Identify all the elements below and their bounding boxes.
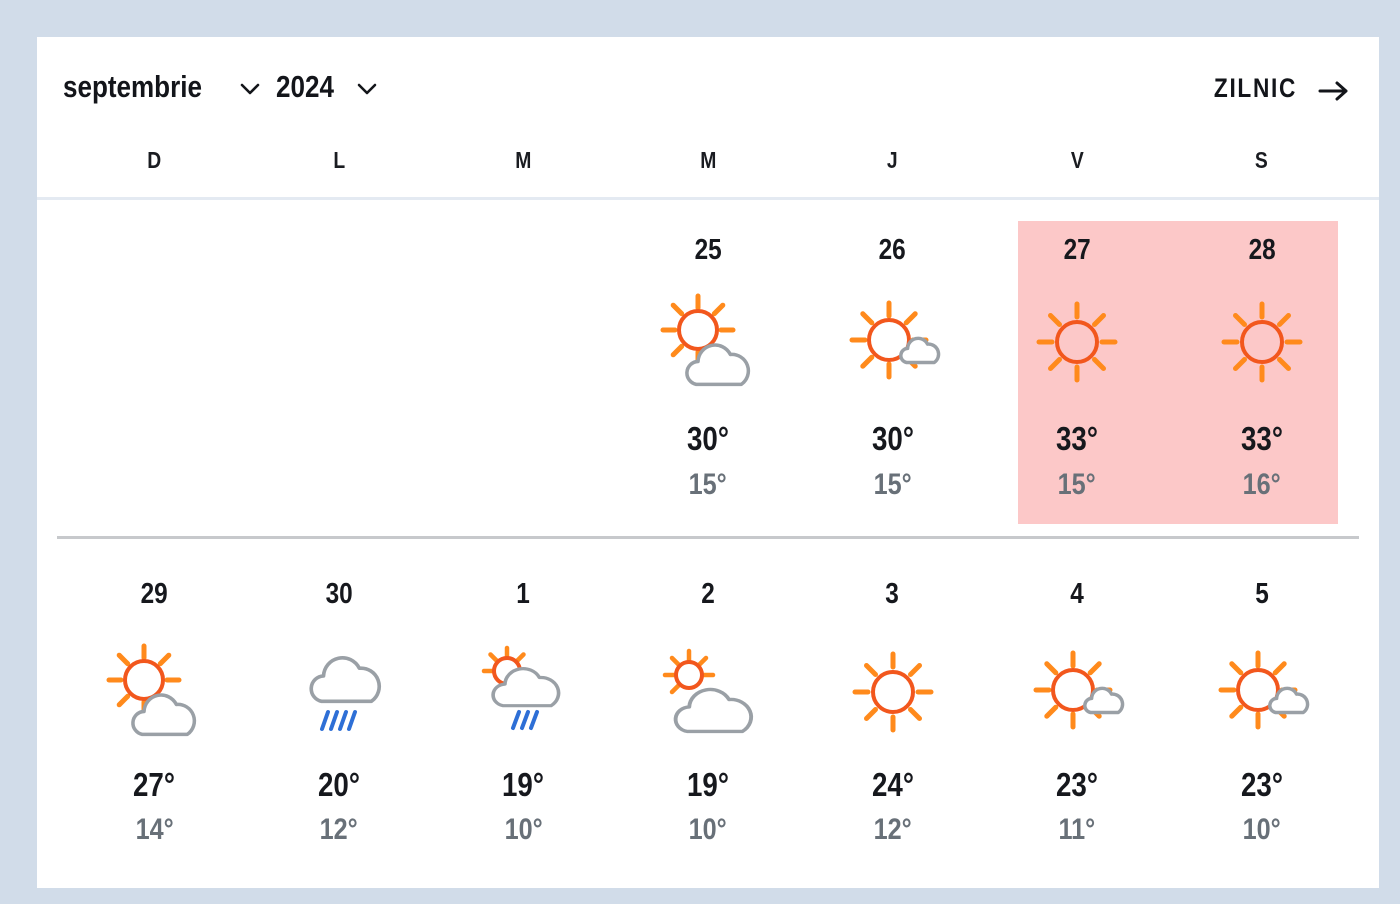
day-number: 28	[1248, 234, 1276, 266]
highlighted-days-range	[1018, 221, 1338, 524]
high-temp: 33°	[1056, 420, 1099, 457]
weekday-header-saturday: S	[1255, 147, 1269, 173]
chevron-down-icon	[238, 82, 262, 97]
day-number: 27	[1063, 234, 1091, 266]
day-cell-28[interactable]: 28 33° 16°	[1169, 200, 1354, 538]
weekday-header-thursday: J	[887, 147, 898, 173]
sunny-icon	[1212, 292, 1312, 392]
chevron-down-icon	[355, 82, 379, 97]
year-select-label: 2024	[276, 69, 335, 104]
sunny-icon	[843, 642, 943, 742]
month-select[interactable]: septembrie	[63, 69, 262, 105]
day-number: 25	[694, 234, 722, 266]
high-temp: 23°	[1240, 766, 1283, 803]
year-select[interactable]: 2024	[276, 69, 379, 105]
sun-small-cloud-icon	[1027, 642, 1127, 742]
week-row-1: 25 30° 15° 26 30° 15° 27	[62, 200, 1354, 538]
low-temp: 10°	[688, 813, 728, 846]
sun-small-cloud-icon	[843, 292, 943, 392]
low-temp: 12°	[319, 813, 358, 846]
weekday-header-wednesday: M	[699, 147, 717, 173]
day-cell-30[interactable]: 30 20° 12°	[247, 538, 432, 888]
day-cell-3[interactable]: 3 24° 12°	[800, 538, 985, 888]
sun-behind-cloud-icon	[658, 292, 758, 392]
sun-behind-large-cloud-icon	[658, 642, 758, 742]
day-number: 5	[1254, 578, 1269, 610]
day-cell-2[interactable]: 2 19° 10°	[616, 538, 801, 888]
low-temp: 11°	[1058, 813, 1096, 846]
low-temp: 10°	[504, 813, 543, 846]
week-row-2: 29 27° 14° 30 20° 12° 1	[62, 538, 1354, 888]
weekday-header-friday: V	[1070, 147, 1084, 173]
low-temp: 10°	[1242, 813, 1281, 846]
arrow-right-icon	[1317, 79, 1351, 103]
weekday-header-tuesday: M	[515, 147, 532, 173]
day-cell-5[interactable]: 5 23° 10°	[1169, 538, 1354, 888]
high-temp: 23°	[1056, 766, 1099, 803]
sun-behind-cloud-icon	[104, 642, 204, 742]
day-number: 3	[885, 578, 900, 610]
week-divider	[57, 536, 1359, 539]
month-select-label: septembrie	[63, 69, 202, 104]
empty-day-cell	[62, 200, 247, 538]
day-cell-25[interactable]: 25 30° 15°	[616, 200, 801, 538]
day-number: 29	[140, 578, 168, 610]
day-number: 1	[516, 578, 531, 610]
low-temp: 15°	[1058, 468, 1097, 501]
weekday-header-row: D L M M J V S	[62, 147, 1354, 174]
low-temp: 14°	[135, 813, 174, 846]
day-number: 26	[879, 234, 907, 266]
daily-view-label: ZILNIC	[1213, 73, 1298, 103]
sunny-icon	[1027, 292, 1127, 392]
high-temp: 24°	[871, 766, 914, 803]
high-temp: 33°	[1240, 420, 1283, 457]
sun-cloud-rain-icon	[473, 642, 573, 742]
empty-day-cell	[431, 200, 616, 538]
high-temp: 30°	[871, 420, 914, 457]
high-temp: 30°	[687, 420, 729, 457]
day-cell-27[interactable]: 27 33° 15°	[985, 200, 1170, 538]
rain-cloud-icon	[289, 642, 389, 742]
day-cell-1[interactable]: 1 19° 10°	[431, 538, 616, 888]
low-temp: 15°	[873, 468, 912, 501]
day-number: 30	[325, 578, 353, 610]
weekday-header-monday: L	[332, 147, 345, 173]
high-temp: 27°	[133, 766, 176, 803]
low-temp: 12°	[873, 813, 912, 846]
high-temp: 19°	[687, 766, 729, 803]
low-temp: 16°	[1242, 468, 1281, 501]
high-temp: 19°	[502, 766, 545, 803]
empty-day-cell	[247, 200, 432, 538]
weekday-header-sunday: D	[147, 147, 162, 173]
day-cell-26[interactable]: 26 30° 15°	[800, 200, 985, 538]
high-temp: 20°	[317, 766, 360, 803]
calendar-header: septembrie 2024 ZILNIC D L M M J V S	[37, 37, 1379, 200]
month-year-selectors: septembrie 2024	[63, 69, 379, 105]
daily-view-link[interactable]: ZILNIC	[1206, 73, 1351, 104]
sun-small-cloud-icon	[1212, 642, 1312, 742]
day-number: 2	[701, 578, 715, 610]
low-temp: 15°	[688, 468, 728, 501]
day-cell-29[interactable]: 29 27° 14°	[62, 538, 247, 888]
monthly-forecast-card: septembrie 2024 ZILNIC D L M M J V S	[37, 37, 1379, 888]
day-number: 4	[1070, 578, 1084, 610]
day-cell-4[interactable]: 4 23° 11°	[985, 538, 1170, 888]
